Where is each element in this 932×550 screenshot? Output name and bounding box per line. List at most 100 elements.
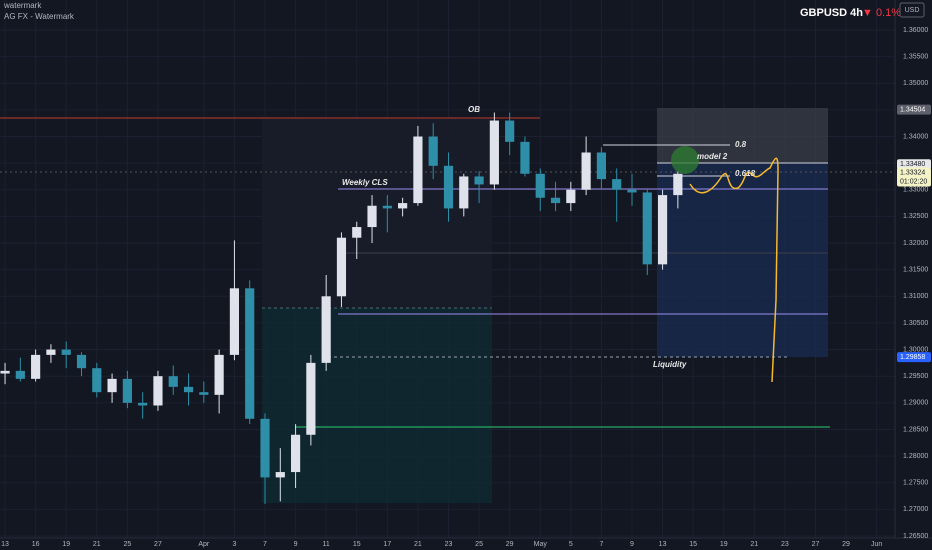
candle-body: [581, 152, 591, 190]
change: ▼ 0.1%: [862, 7, 901, 19]
last-price-box: [897, 167, 931, 187]
x-tick-label: Apr: [198, 541, 210, 548]
candle-body: [336, 237, 347, 297]
candle-body: [520, 141, 530, 174]
currency[interactable]: USD: [905, 7, 920, 14]
candle-body: [413, 136, 423, 204]
candle-body: [382, 205, 392, 209]
x-tick-label: 23: [445, 541, 453, 548]
candle-body: [474, 176, 484, 185]
y-tick-label: 1.28000: [903, 453, 928, 460]
y-tick-label: 1.27000: [903, 506, 928, 513]
candle-body: [153, 376, 163, 406]
candle-body: [489, 120, 499, 185]
candle-body: [352, 227, 362, 238]
y-tick-label: 1.36000: [903, 27, 928, 34]
x-tick-label: May: [534, 541, 548, 548]
y-tick-label: 1.32500: [903, 213, 928, 220]
candle-body: [505, 120, 515, 142]
candle-body: [657, 195, 668, 265]
y-tick-label: 1.35500: [903, 53, 928, 60]
currency-box[interactable]: [899, 2, 925, 18]
x-tick-label: 13: [1, 541, 9, 548]
price-label: 1.29858: [900, 354, 925, 361]
watermark: watermark: [3, 1, 42, 10]
candle-body: [443, 165, 454, 209]
x-tick-label: 21: [414, 541, 422, 548]
candle-body: [673, 173, 683, 196]
x-tick-label: 19: [720, 541, 728, 548]
y-tick-label: 1.33000: [903, 187, 928, 194]
projection: [689, 157, 779, 383]
axis-labels: 1.360001.355001.350001.345001.340001.335…: [1, 27, 931, 548]
candle-body: [428, 136, 438, 166]
candle-body: [535, 173, 545, 198]
candle-body: [306, 362, 316, 435]
x-tick-label: 13: [659, 541, 667, 548]
candle-body: [398, 203, 408, 209]
candle-body: [612, 179, 622, 190]
zone: [262, 308, 492, 503]
candle-body: [566, 189, 576, 204]
highlight: [671, 146, 699, 174]
candle-body: [31, 354, 41, 379]
y-tick-label: 1.31000: [903, 293, 928, 300]
annotation: model 2: [697, 152, 728, 161]
y-tick-label: 1.32000: [903, 240, 928, 247]
target-zone: [657, 163, 828, 357]
x-tick-label: 21: [93, 541, 101, 548]
source: AG FX - Watermark: [4, 12, 75, 21]
y-tick-label: 1.30500: [903, 320, 928, 327]
candle-body: [275, 472, 285, 478]
x-tick-label: 9: [630, 541, 634, 548]
annotation: 0.618: [735, 169, 756, 178]
candle-body: [15, 370, 25, 379]
y-tick-label: 1.29500: [903, 373, 928, 380]
zone: [262, 118, 492, 308]
x-tick-label: 7: [599, 541, 603, 548]
x-tick-label: 29: [842, 541, 850, 548]
candle-body: [76, 354, 87, 369]
x-tick-label: 17: [383, 541, 391, 548]
price-label-box: [897, 352, 931, 363]
y-tick-label: 1.34000: [903, 133, 928, 140]
price-axis: [895, 0, 932, 538]
y-tick-label: 1.28500: [903, 426, 928, 433]
x-tick-label: 23: [781, 541, 789, 548]
x-tick-label: Jun: [871, 541, 882, 548]
x-tick-label: 9: [294, 541, 298, 548]
candle-body: [321, 296, 331, 363]
candle-body: [642, 192, 652, 265]
candle-body: [596, 152, 606, 180]
x-tick-label: 25: [475, 541, 483, 548]
annotation: 0.8: [735, 140, 747, 149]
candle-body: [122, 378, 132, 403]
price-label: 1.34504: [900, 107, 925, 114]
x-tick-label: 5: [569, 541, 573, 548]
y-tick-label: 1.30000: [903, 346, 928, 353]
candle-body: [168, 376, 178, 387]
candle-body: [0, 370, 10, 374]
candle-body: [183, 386, 194, 393]
candle-body: [92, 368, 102, 393]
candle-body: [550, 197, 561, 204]
x-tick-label: 25: [123, 541, 131, 548]
x-tick-label: 19: [62, 541, 70, 548]
symbol[interactable]: GBPUSD 4h: [800, 7, 863, 19]
candle-body: [627, 189, 637, 193]
price-label-box: [897, 104, 931, 115]
candle-body: [107, 378, 117, 393]
x-tick-label: 15: [353, 541, 361, 548]
annotation: Weekly CLS: [342, 178, 388, 187]
y-tick-label: 1.35000: [903, 80, 928, 87]
y-tick-label: 1.31500: [903, 267, 928, 274]
candle-body: [138, 402, 148, 406]
x-tick-label: 16: [32, 541, 40, 548]
candle-body: [46, 349, 56, 355]
y-tick-label: 1.26500: [903, 533, 928, 540]
annotation: OB: [468, 105, 480, 114]
x-tick-label: 11: [323, 541, 330, 548]
price-label: 1.33480: [900, 161, 925, 168]
annotation: Liquidity: [653, 360, 687, 369]
